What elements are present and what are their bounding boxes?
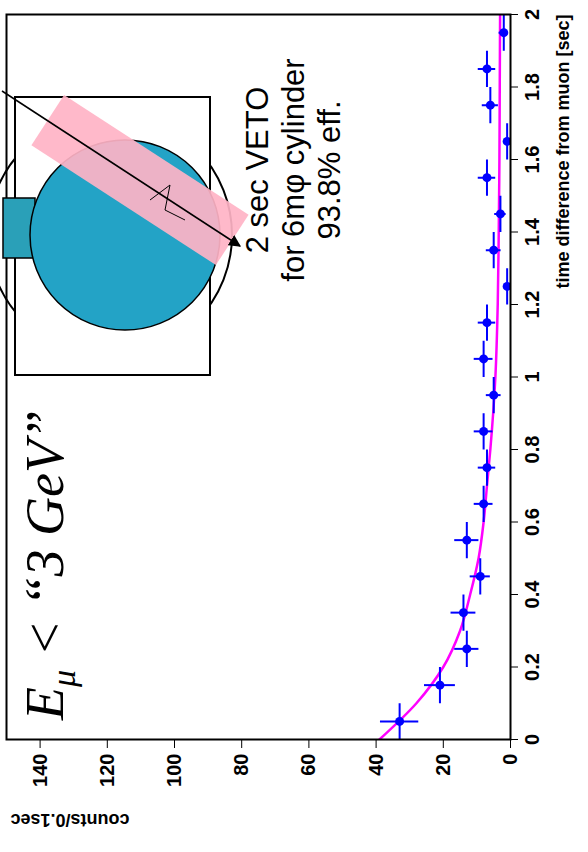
html-text:93.8% eff.: 93.8% eff. (312, 100, 347, 240)
svg-text:0.2: 0.2 (521, 653, 543, 681)
svg-text:1: 1 (521, 371, 543, 382)
svg-text:20: 20 (432, 754, 454, 776)
html-text:μ: μ (44, 669, 82, 687)
svg-text:0.6: 0.6 (521, 508, 543, 536)
svg-text:100: 100 (163, 754, 185, 787)
svg-text:1.8: 1.8 (521, 73, 543, 101)
svg-text:0: 0 (521, 734, 543, 745)
svg-text:80: 80 (230, 754, 252, 776)
svg-text:120: 120 (96, 754, 118, 787)
svg-text:40: 40 (365, 754, 387, 776)
html-text:< “3 GeV”: < “3 GeV” (15, 410, 75, 670)
html-text:2 sec VETO: 2 sec VETO (240, 86, 275, 254)
svg-text:0.8: 0.8 (521, 436, 543, 464)
svg-text:1.6: 1.6 (521, 146, 543, 174)
svg-text:0.4: 0.4 (521, 580, 543, 609)
html-text:E: E (15, 687, 75, 720)
svg-text:2: 2 (521, 9, 543, 20)
svg-text:time difference from muon [sec: time difference from muon [sec] (553, 15, 573, 289)
svg-text:1.2: 1.2 (521, 291, 543, 319)
html-text:for 6mφ cylinder: for 6mφ cylinder (276, 58, 311, 282)
svg-text:60: 60 (297, 754, 319, 776)
svg-text:1.4: 1.4 (521, 217, 543, 246)
svg-text:counts/0.1sec: counts/0.1sec (11, 810, 130, 830)
svg-text:140: 140 (28, 754, 50, 787)
svg-text:0: 0 (499, 754, 521, 765)
